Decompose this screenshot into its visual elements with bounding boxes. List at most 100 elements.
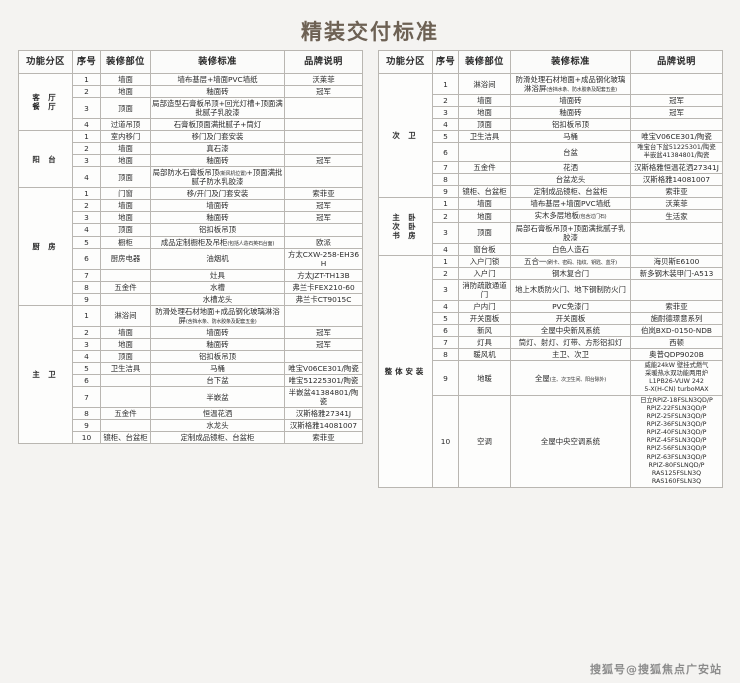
table-header-row: 功能分区 序号 装修部位 装修标准 品牌说明 [18, 50, 363, 74]
part-cell: 空调 [458, 395, 511, 488]
brand-line: 半嵌盆41384801/陶瓷 [643, 152, 710, 160]
zone-label-line: 次 卧 [392, 222, 419, 232]
table-row: 8 暖风机 主卫、次卫 奥普QDP9020B [379, 347, 723, 362]
right-table-column: 功能分区 序号 装修部位 装修标准 品牌说明 次 卫 1 淋浴间 防滑处理石材地面+成… [378, 50, 723, 488]
brand-cell: 唯宝台下盆51225301/陶瓷 半嵌盆41384801/陶瓷 [630, 142, 723, 163]
standard-cell: 移门及门套安装 [150, 130, 285, 144]
brand-cell: 汉斯格雅恒温花洒27341J [630, 161, 723, 175]
brand-cell: 施耐德璟意系列 [630, 311, 723, 325]
brand-cell: 沃莱菲 [630, 197, 723, 211]
part-cell: 卫生洁具 [458, 130, 511, 144]
table-row: 7 灯具 筒灯、射灯、灯带、方形铝扣灯 西顿 [379, 335, 723, 349]
standard-cell: 局部防水石膏板吊顶(新风机位置)+顶面满批腻子防水乳胶漆 [150, 166, 285, 189]
table-row: 阳 台 1 室内移门 移门及门套安装 [18, 130, 363, 189]
part-cell: 墙面 [100, 325, 151, 339]
row-number: 2 [72, 199, 101, 213]
row-number: 3 [72, 154, 101, 168]
part-cell [100, 373, 151, 388]
part-cell: 开关面板 [458, 311, 511, 325]
standard-cell: 马桶 [150, 361, 285, 376]
table-row: 10 镜柜、台盆柜 定制成品镜柜、台盆柜 索菲亚 [19, 431, 363, 445]
zone-label-line: 主 卫 [32, 369, 59, 379]
standard-cell: 釉面砖 [150, 211, 285, 225]
table-row: 整体安装 1 入户门锁 五合一(刷卡、密码、指纹、钥匙、蓝牙) 海贝斯E6100 [378, 254, 723, 488]
brand-cell: 奥普QDP9020B [630, 347, 723, 362]
row-number: 1 [432, 72, 459, 96]
row-number: 3 [432, 221, 459, 244]
table-row: 4 顶面 局部防水石膏板吊顶(新风机位置)+顶面满批腻子防水乳胶漆 [19, 166, 363, 189]
standard-cell: 台盆 [510, 142, 631, 163]
brand-cell [284, 349, 363, 363]
table-row: 3 消防疏散通道门 地上木质防火门、地下钢制防火门 [379, 278, 723, 301]
standard-note: (包含过门石) [578, 214, 607, 221]
brand-cell: 唯宝V06CE301/陶瓷 [284, 361, 363, 376]
col-header-num: 序号 [432, 50, 459, 74]
table-row: 5 橱柜 成品定制橱柜及吊柜(包括人造石英石台面) 欧派 [19, 235, 363, 249]
table-row: 5 开关面板 开关面板 施耐德璟意系列 [379, 311, 723, 325]
table-row: 7 五金件 花洒 汉斯格雅恒温花洒27341J [379, 161, 723, 175]
standard-cell: 筒灯、射灯、灯带、方形铝扣灯 [510, 335, 631, 349]
row-number: 6 [72, 373, 101, 388]
row-number: 4 [432, 299, 459, 313]
part-cell: 墙面 [100, 72, 151, 87]
brand-line: 唯宝台下盆51225301/陶瓷 [637, 144, 716, 152]
brand-cell: 沃莱菲 [284, 72, 363, 87]
part-cell: 顶面 [458, 118, 511, 132]
row-number: 8 [72, 407, 101, 421]
table-row: 3 地面 釉面砖 冠军 [379, 106, 723, 120]
title-bar: 精装交付标准 [0, 0, 740, 50]
row-number: 6 [432, 142, 459, 163]
part-cell: 顶面 [100, 349, 151, 363]
part-cell: 地面 [100, 85, 151, 99]
row-number: 8 [432, 347, 459, 362]
row-number: 3 [72, 211, 101, 225]
part-cell: 地面 [458, 106, 511, 120]
brand-line: RPIZ-36FSLN3QD/P [646, 421, 707, 429]
zone-cell: 阳 台 [18, 130, 73, 189]
standard-note: (含挡水条、防水胶条及配套五金) [546, 87, 617, 94]
brand-line: RPIZ-22FSLN3QD/P [646, 405, 707, 413]
standard-cell: 釉面砖 [150, 85, 285, 99]
table-row: 9 水龙头 汉斯格雅14081007 [19, 419, 363, 433]
zone-label-line: 餐 厅 [32, 102, 59, 112]
brand-cell [284, 130, 363, 144]
brand-line: 5-X(H-CN) turboMAX [644, 386, 709, 394]
standard-note: (主、次卫生间、阳台除外) [549, 376, 607, 383]
table-row: 4 窗台板 白色人造石 [379, 242, 723, 256]
standard-cell: 真石漆 [150, 142, 285, 156]
brand-cell: 索菲亚 [284, 187, 363, 201]
table-row: 3 顶面 局部石膏板吊顶+顶面满批腻子乳胶漆 [379, 221, 723, 244]
brand-cell [630, 278, 723, 301]
part-cell: 室内移门 [100, 130, 151, 144]
table-row: 次 卫 1 淋浴间 防滑处理石材地面+成品钢化玻璃淋浴屏(含挡水条、防水胶条及配套五金… [378, 72, 723, 199]
table-row: 7 半嵌盆 半嵌盆41384801/陶瓷 [19, 386, 363, 409]
row-number: 7 [72, 268, 101, 282]
standard-cell: PVC免漆门 [510, 299, 631, 313]
part-cell: 顶面 [458, 221, 511, 244]
standard-cell: 花洒 [510, 161, 631, 175]
table-row: 主 卫 1 淋浴间 防滑处理石材地面+成品钢化玻璃淋浴屏(含挡水条、防水胶条及配套五金… [18, 304, 363, 445]
row-number: 1 [72, 72, 101, 87]
table-row: 4 顶面 铝扣板吊顶 [379, 118, 723, 132]
brand-cell: 方太CXW-258-EH36H [284, 247, 363, 270]
zone-label-line: 客 厅 [32, 93, 59, 103]
brand-line: RPIZ-63FSLN3QD/P [646, 453, 707, 461]
zone-label-line: 次 卫 [392, 131, 419, 141]
row-number: 5 [72, 361, 101, 376]
standard-cell: 局部石膏板吊顶+顶面满批腻子乳胶漆 [510, 221, 631, 244]
part-cell: 过道吊顶 [100, 118, 151, 132]
standard-cell: 釉面砖 [510, 106, 631, 120]
part-cell: 卫生洁具 [100, 361, 151, 376]
brand-cell: 方太JZT-TH13B [284, 268, 363, 282]
brand-cell [284, 166, 363, 189]
row-number: 9 [72, 292, 101, 306]
standard-cell: 全屋中央空调系统 [510, 395, 631, 488]
brand-cell: 冠军 [284, 325, 363, 339]
zone-label-line: 书 房 [392, 231, 419, 241]
brand-cell: 汉斯格雅27341J [284, 407, 363, 421]
part-cell: 五金件 [100, 280, 151, 294]
row-number: 4 [72, 118, 101, 132]
zone-label-line: 厨 房 [32, 242, 59, 252]
zone-cell: 次 卫 [378, 72, 433, 199]
